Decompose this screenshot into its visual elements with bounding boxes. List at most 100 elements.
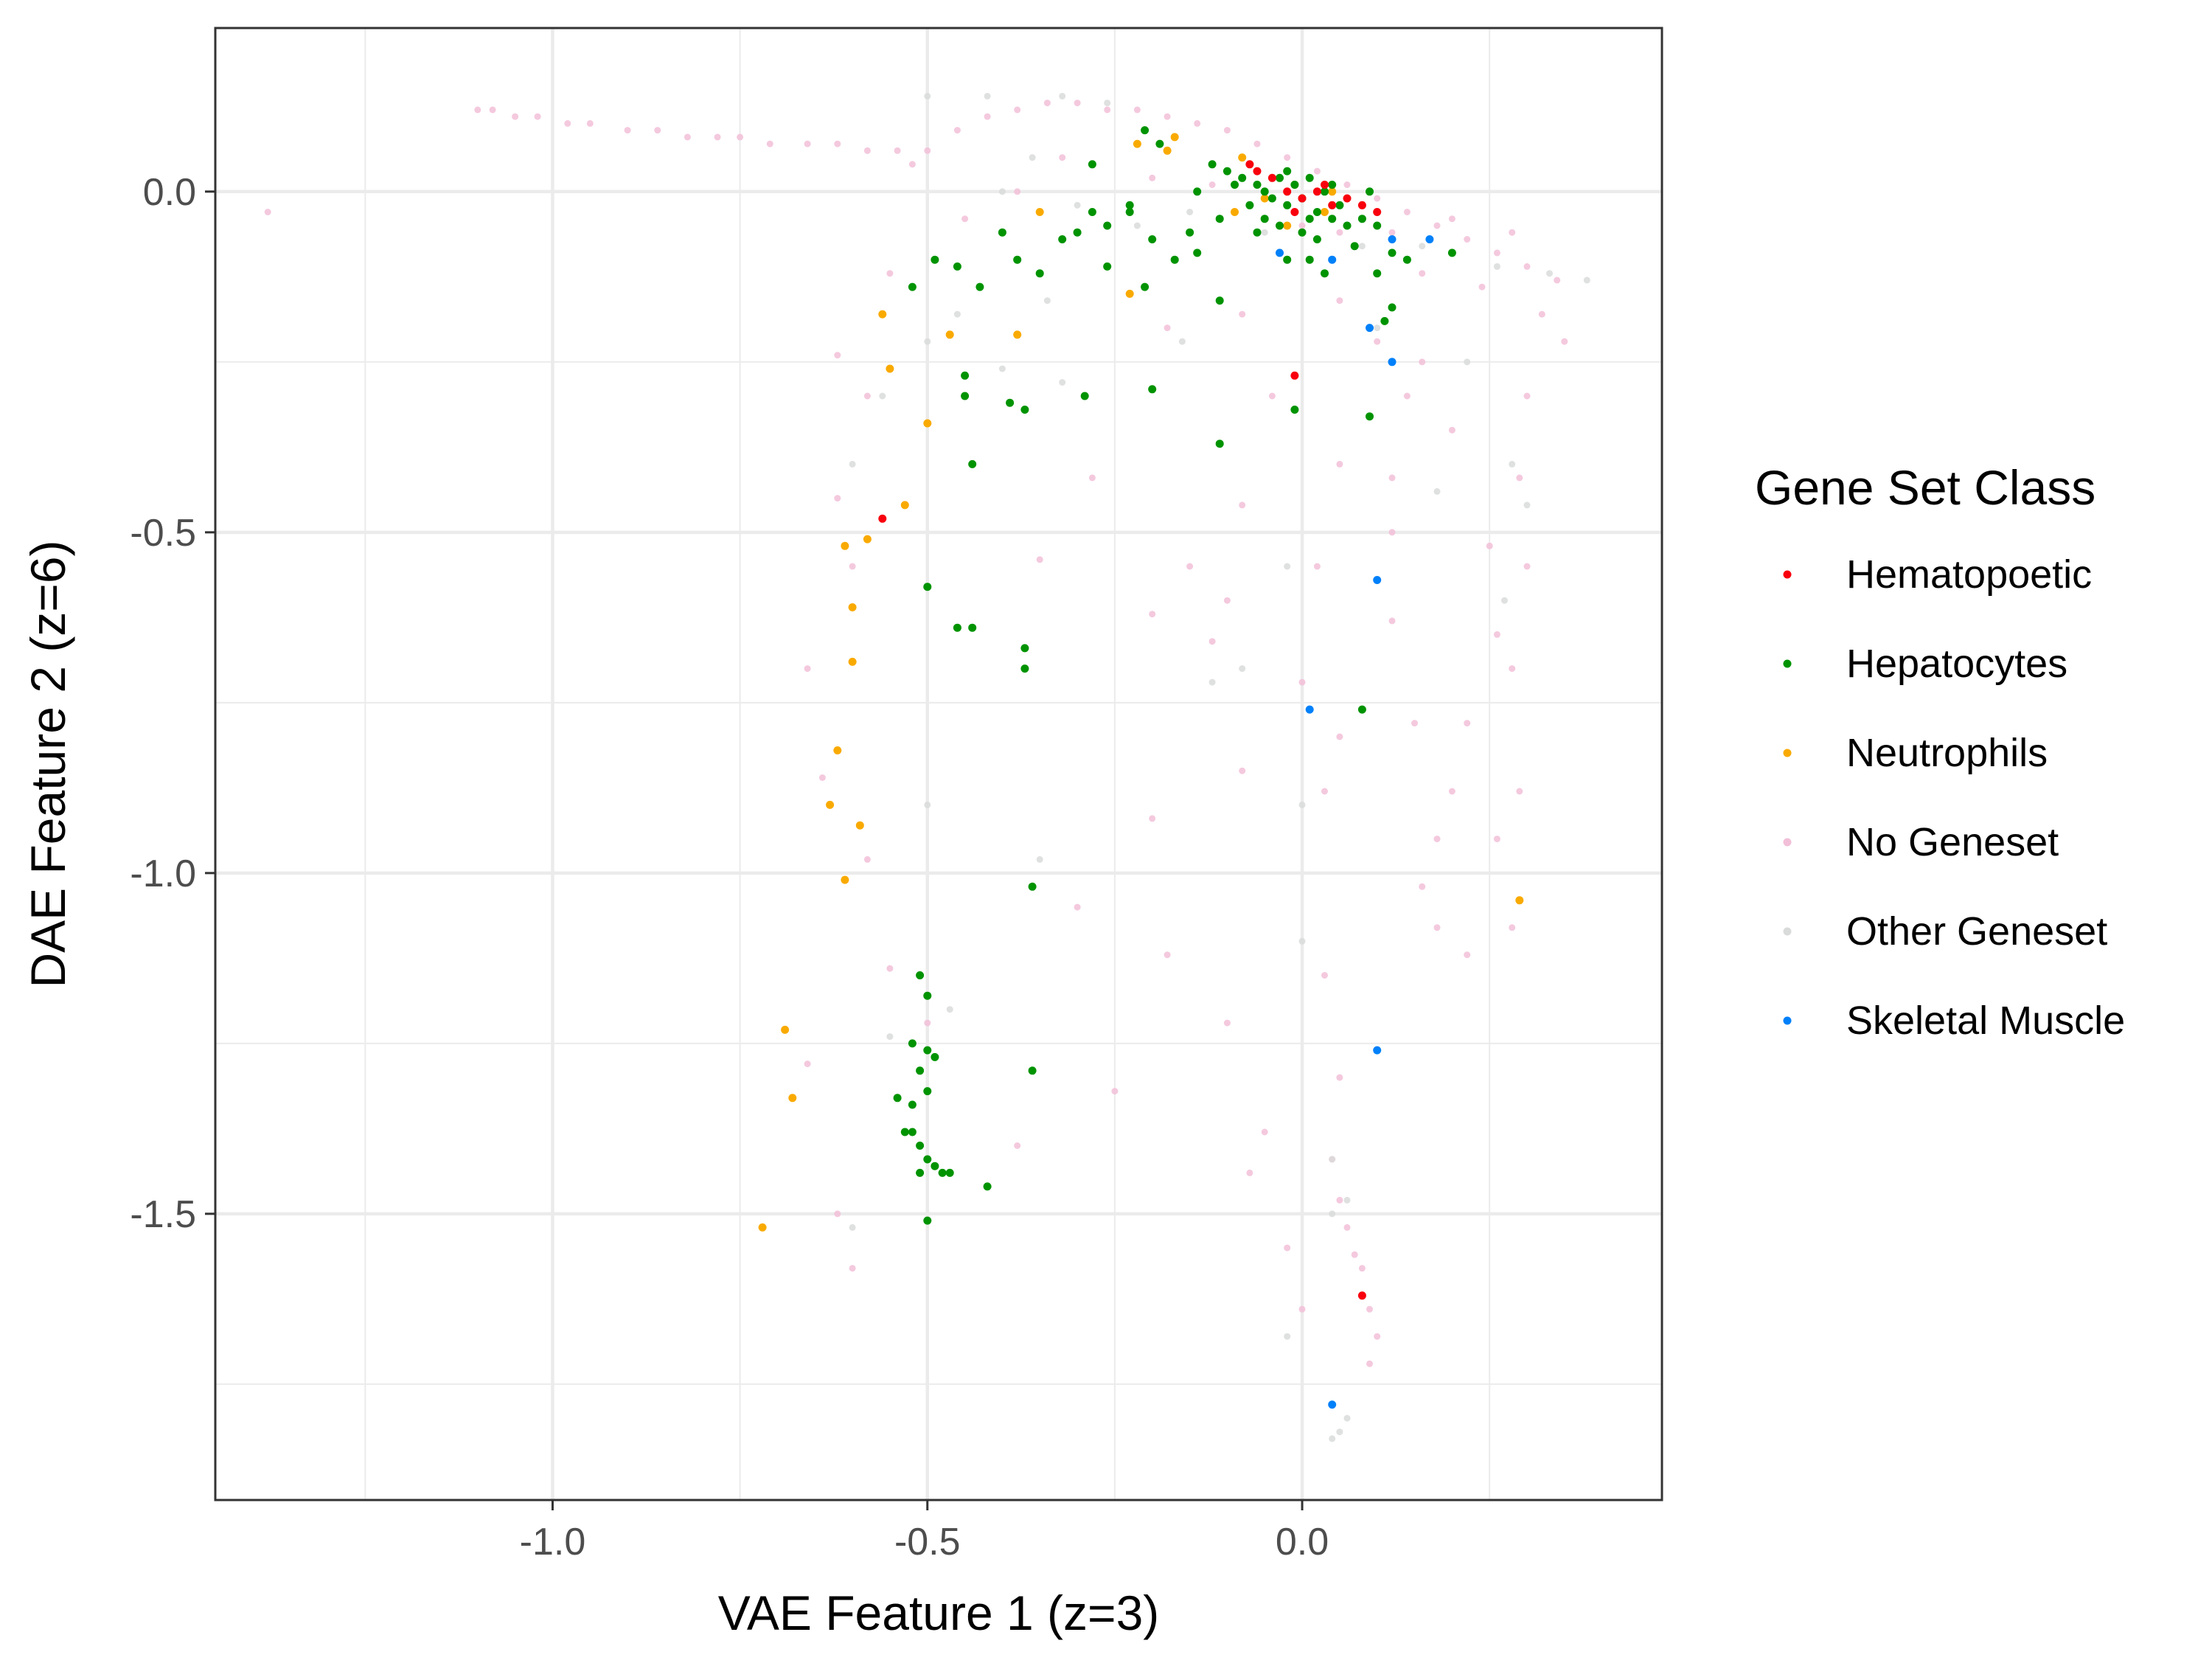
point-hepatocytes — [975, 282, 984, 291]
x-tick-label: -1.0 — [520, 1521, 586, 1563]
point-no-geneset — [586, 119, 594, 127]
point-hepatocytes — [1350, 242, 1359, 251]
point-hematopoetic — [1290, 208, 1299, 216]
point-no-geneset — [1509, 665, 1516, 673]
point-no-geneset — [1366, 1360, 1373, 1367]
point-hepatocytes — [923, 1087, 932, 1096]
point-no-geneset — [1493, 249, 1500, 257]
point-other-geneset — [946, 1006, 953, 1013]
point-no-geneset — [1036, 556, 1043, 563]
point-hepatocytes — [1148, 385, 1157, 394]
point-no-geneset — [654, 127, 661, 134]
point-hepatocytes — [908, 282, 917, 291]
point-no-geneset — [1336, 460, 1343, 468]
point-no-geneset — [863, 392, 871, 400]
point-no-geneset — [1298, 222, 1306, 229]
point-no-geneset — [1448, 426, 1455, 434]
point-other-geneset — [984, 92, 991, 100]
point-hepatocytes — [1366, 412, 1374, 421]
y-axis-title: DAE Feature 2 (z=6) — [21, 540, 75, 987]
point-neutrophils — [1170, 133, 1179, 142]
point-no-geneset — [834, 352, 841, 359]
point-no-geneset — [1104, 106, 1111, 114]
grid-layer — [215, 28, 1662, 1500]
point-other-geneset — [1501, 597, 1508, 604]
point-no-geneset — [1388, 529, 1396, 536]
point-hepatocytes — [908, 1100, 917, 1109]
point-no-geneset — [1208, 181, 1216, 188]
point-no-geneset — [1088, 474, 1096, 482]
point-no-geneset — [1538, 310, 1545, 318]
point-no-geneset — [1433, 924, 1441, 931]
point-hepatocytes — [1245, 201, 1254, 209]
point-no-geneset — [1366, 1305, 1373, 1313]
point-other-geneset — [1329, 1435, 1336, 1442]
point-hepatocytes — [1186, 228, 1194, 237]
point-hepatocytes — [1298, 228, 1307, 237]
point-no-geneset — [1059, 154, 1066, 162]
legend-label-skeletal-muscle: Skeletal Muscle — [1846, 999, 2125, 1043]
point-hematopoetic — [1253, 167, 1262, 176]
point-hepatocytes — [1238, 173, 1247, 182]
point-other-geneset — [1298, 937, 1306, 945]
point-neutrophils — [1231, 208, 1239, 216]
point-no-geneset — [894, 147, 901, 154]
point-hepatocytes — [1035, 269, 1044, 278]
point-no-geneset — [1433, 836, 1441, 843]
point-hepatocytes — [1222, 167, 1231, 176]
point-hepatocytes — [1215, 440, 1224, 448]
point-no-geneset — [684, 133, 691, 141]
point-hematopoetic — [1283, 187, 1292, 196]
legend-label-other-geneset: Other Geneset — [1846, 909, 2107, 954]
point-hepatocytes — [908, 1128, 917, 1136]
point-hepatocytes — [1080, 392, 1089, 400]
legend-key-neutrophils — [1783, 749, 1792, 757]
point-neutrophils — [1260, 194, 1269, 203]
point-hepatocytes — [1305, 215, 1314, 223]
point-no-geneset — [863, 855, 871, 863]
point-no-geneset — [849, 1265, 856, 1272]
point-hepatocytes — [1335, 201, 1344, 209]
point-neutrophils — [886, 364, 894, 373]
point-no-geneset — [1433, 222, 1441, 229]
point-no-geneset — [886, 270, 894, 277]
point-no-geneset — [834, 140, 841, 147]
point-other-geneset — [1059, 379, 1066, 386]
point-hepatocytes — [1020, 664, 1029, 673]
point-no-geneset — [924, 1019, 931, 1027]
point-other-geneset — [1329, 1210, 1336, 1218]
point-skeletal-muscle — [1388, 358, 1397, 367]
point-hepatocytes — [1305, 173, 1314, 182]
point-no-geneset — [1239, 310, 1246, 318]
point-hepatocytes — [1388, 249, 1397, 257]
point-skeletal-muscle — [1388, 235, 1397, 243]
point-hepatocytes — [1283, 255, 1292, 264]
point-hepatocytes — [1215, 296, 1224, 305]
point-hepatocytes — [1388, 303, 1397, 312]
point-no-geneset — [766, 140, 773, 147]
point-hepatocytes — [1231, 181, 1239, 189]
point-no-geneset — [1246, 1169, 1253, 1176]
point-other-geneset — [1261, 229, 1268, 236]
point-no-geneset — [1223, 597, 1231, 604]
point-other-geneset — [1186, 209, 1194, 215]
point-neutrophils — [1035, 208, 1044, 216]
point-no-geneset — [1486, 542, 1493, 549]
legend-label-hepatocytes: Hepatocytes — [1846, 642, 2067, 686]
point-other-geneset — [886, 1033, 894, 1041]
point-other-geneset — [1036, 855, 1043, 863]
point-hepatocytes — [1276, 173, 1284, 182]
point-no-geneset — [961, 215, 969, 223]
point-hepatocytes — [1193, 187, 1202, 196]
point-no-geneset — [1321, 788, 1328, 795]
point-hepatocytes — [968, 623, 977, 632]
point-skeletal-muscle — [1366, 324, 1374, 333]
point-other-geneset — [879, 392, 886, 400]
point-no-geneset — [1014, 188, 1021, 195]
point-no-geneset — [1298, 678, 1306, 686]
point-no-geneset — [1388, 474, 1396, 482]
point-hepatocytes — [916, 1168, 925, 1177]
point-hepatocytes — [1312, 208, 1321, 216]
point-no-geneset — [1419, 883, 1426, 890]
point-hepatocytes — [1028, 882, 1037, 891]
